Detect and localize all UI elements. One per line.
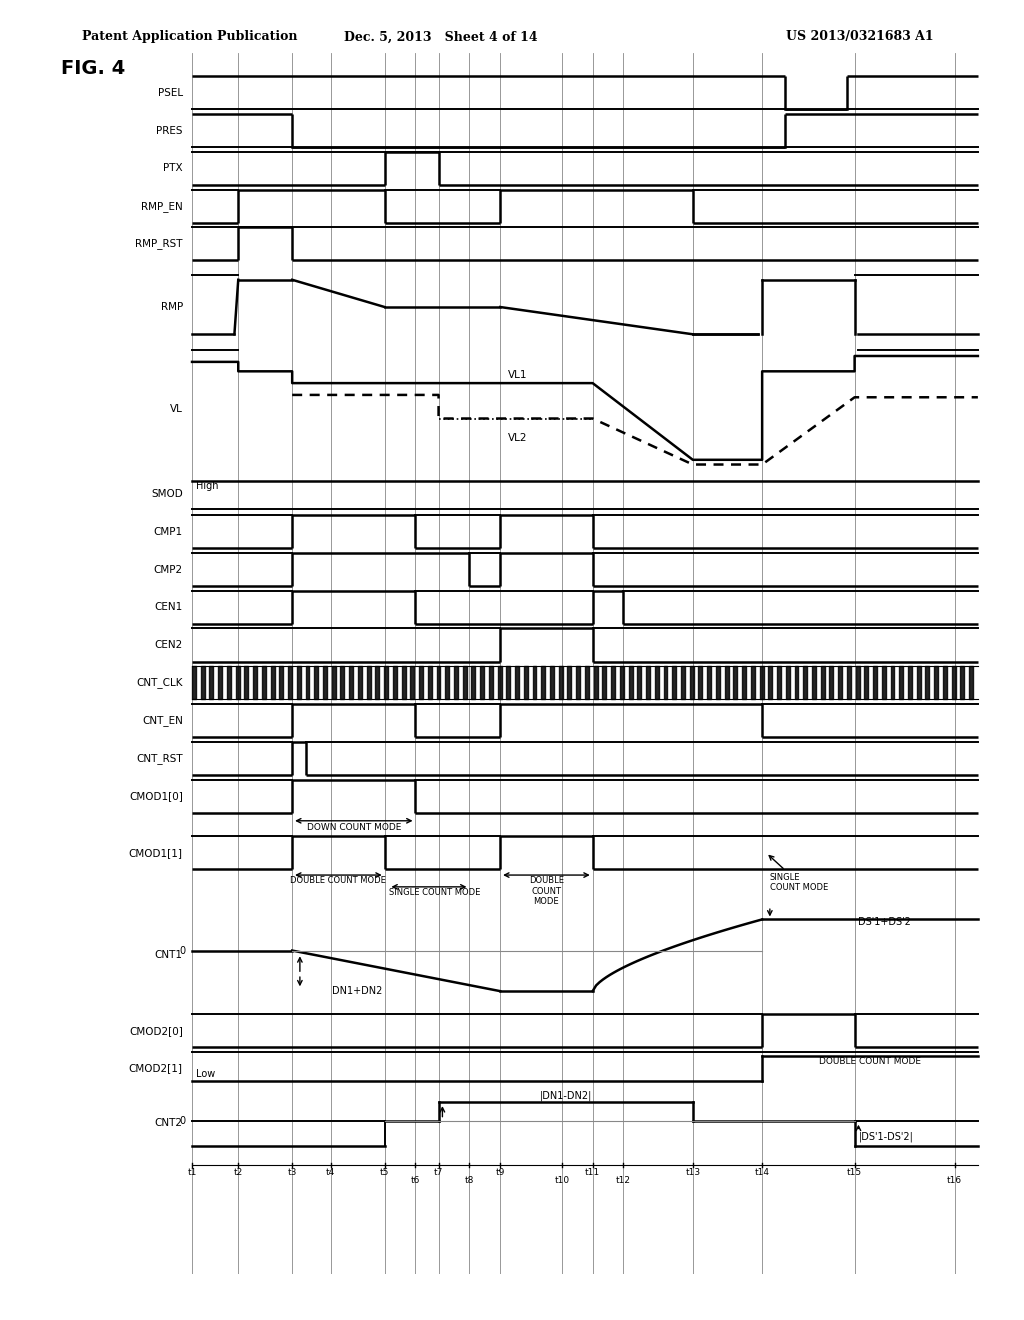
Text: VL1: VL1 — [508, 370, 527, 380]
Text: PSEL: PSEL — [158, 88, 182, 98]
Text: t12: t12 — [616, 1176, 631, 1185]
Text: DOUBLE COUNT MODE: DOUBLE COUNT MODE — [291, 876, 386, 886]
Text: t7: t7 — [434, 1168, 443, 1177]
Text: SINGLE COUNT MODE: SINGLE COUNT MODE — [389, 888, 480, 898]
Text: FIG. 4: FIG. 4 — [61, 58, 125, 78]
Text: t14: t14 — [755, 1168, 770, 1177]
Text: PRES: PRES — [157, 125, 182, 136]
Text: t5: t5 — [380, 1168, 389, 1177]
Text: VL: VL — [170, 404, 182, 414]
Text: t15: t15 — [847, 1168, 862, 1177]
Text: |DN1-DN2|: |DN1-DN2| — [540, 1090, 592, 1101]
Text: t1: t1 — [187, 1168, 197, 1177]
Text: t6: t6 — [411, 1176, 420, 1185]
Text: Patent Application Publication: Patent Application Publication — [82, 30, 297, 44]
Text: DOUBLE COUNT MODE: DOUBLE COUNT MODE — [819, 1056, 921, 1065]
Text: t8: t8 — [465, 1176, 474, 1185]
Text: Dec. 5, 2013   Sheet 4 of 14: Dec. 5, 2013 Sheet 4 of 14 — [343, 30, 538, 44]
Text: t11: t11 — [585, 1168, 600, 1177]
Text: CNT_CLK: CNT_CLK — [136, 677, 182, 688]
Text: t16: t16 — [947, 1176, 963, 1185]
Text: t4: t4 — [326, 1168, 335, 1177]
Text: CNT_RST: CNT_RST — [136, 752, 182, 764]
Text: |DS'1-DS'2|: |DS'1-DS'2| — [858, 1131, 913, 1142]
Text: US 2013/0321683 A1: US 2013/0321683 A1 — [786, 30, 934, 44]
Text: CNT1: CNT1 — [155, 950, 182, 960]
Text: RMP_RST: RMP_RST — [135, 239, 182, 249]
Text: RMP_EN: RMP_EN — [141, 201, 182, 211]
Text: t9: t9 — [496, 1168, 505, 1177]
Text: CMP2: CMP2 — [154, 565, 182, 574]
Text: CMOD2[0]: CMOD2[0] — [129, 1026, 182, 1036]
Text: DN1+DN2: DN1+DN2 — [333, 986, 383, 997]
Text: SINGLE
COUNT MODE: SINGLE COUNT MODE — [770, 873, 828, 892]
Text: CMOD2[1]: CMOD2[1] — [129, 1064, 182, 1073]
Text: DOUBLE
COUNT
MODE: DOUBLE COUNT MODE — [529, 876, 564, 906]
Text: DS'1+DS'2: DS'1+DS'2 — [858, 917, 911, 927]
Text: CNT2: CNT2 — [155, 1118, 182, 1129]
Text: CNT_EN: CNT_EN — [142, 715, 182, 726]
Text: High: High — [196, 482, 218, 491]
Text: 0: 0 — [180, 1115, 186, 1126]
Text: PTX: PTX — [163, 164, 182, 173]
Text: t13: t13 — [685, 1168, 700, 1177]
Text: RMP: RMP — [161, 302, 182, 312]
Text: CEN2: CEN2 — [155, 640, 182, 649]
Text: CEN1: CEN1 — [155, 602, 182, 612]
Text: t3: t3 — [288, 1168, 297, 1177]
Text: CMOD1[1]: CMOD1[1] — [129, 847, 182, 858]
Text: Low: Low — [196, 1069, 215, 1080]
Text: DOWN COUNT MODE: DOWN COUNT MODE — [306, 822, 401, 832]
Text: 0: 0 — [180, 945, 186, 956]
Text: t10: t10 — [554, 1176, 569, 1185]
Text: CMP1: CMP1 — [154, 527, 182, 537]
Text: t2: t2 — [233, 1168, 243, 1177]
Text: CMOD1[0]: CMOD1[0] — [129, 791, 182, 801]
Text: SMOD: SMOD — [151, 488, 182, 499]
Text: VL2: VL2 — [508, 433, 527, 442]
